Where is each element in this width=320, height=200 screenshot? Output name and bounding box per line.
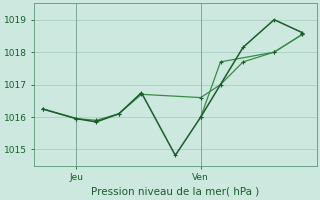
X-axis label: Pression niveau de la mer( hPa ): Pression niveau de la mer( hPa ): [91, 187, 260, 197]
